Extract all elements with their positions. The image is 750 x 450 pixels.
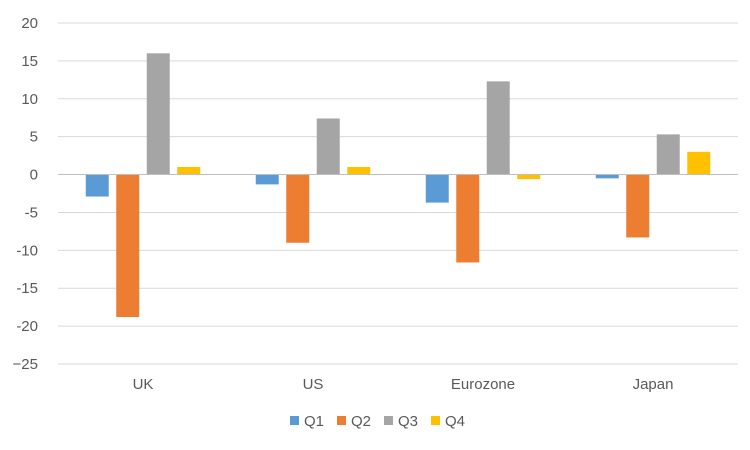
legend-swatch-q3 <box>384 416 393 425</box>
y-axis: 20 15 10 5 0 -5 -10 -15 -20 −25 <box>13 15 38 373</box>
bar-japan-q4 <box>687 151 711 175</box>
y-tick-label: -20 <box>16 318 38 335</box>
y-tick-label: -15 <box>16 280 38 297</box>
legend-label-q3: Q3 <box>398 413 418 430</box>
legend-swatch-q2 <box>337 416 346 425</box>
y-tick-label: 20 <box>21 15 38 32</box>
bar-uk-q3 <box>146 53 170 175</box>
legend-label-q2: Q2 <box>351 413 371 430</box>
gridlines <box>58 22 738 365</box>
legend-label-q1: Q1 <box>304 413 324 430</box>
bar-eurozone-q3 <box>486 81 510 175</box>
bar-uk-q1 <box>85 174 109 197</box>
y-tick-label: 10 <box>21 91 38 108</box>
bar-japan-q1 <box>595 174 619 179</box>
x-category-label: Eurozone <box>451 376 515 393</box>
bar-eurozone-q2 <box>456 174 480 263</box>
x-category-label: US <box>303 376 324 393</box>
legend-swatch-q1 <box>290 416 299 425</box>
bar-us-q3 <box>316 118 340 175</box>
x-category-label: UK <box>133 376 154 393</box>
bar-us-q2 <box>286 174 310 243</box>
bar-japan-q2 <box>626 174 650 238</box>
y-tick-label: -5 <box>25 204 38 221</box>
legend-swatch-q4 <box>431 416 440 425</box>
bar-us-q1 <box>255 174 279 185</box>
legend-label-q4: Q4 <box>445 413 465 430</box>
bar-eurozone-q4 <box>517 174 541 180</box>
y-tick-label: −25 <box>13 356 38 373</box>
y-tick-label: 0 <box>30 167 38 184</box>
bar-us-q4 <box>347 166 371 175</box>
y-tick-label: 15 <box>21 53 38 70</box>
bars <box>85 53 711 318</box>
x-axis: UK US Eurozone Japan <box>133 376 674 393</box>
y-tick-label: 5 <box>30 129 38 146</box>
y-tick-label: -10 <box>16 242 38 259</box>
bar-uk-q2 <box>116 174 140 318</box>
bar-eurozone-q1 <box>425 174 449 203</box>
bar-japan-q3 <box>656 134 680 175</box>
legend: Q1 Q2 Q3 Q4 <box>290 413 465 430</box>
x-category-label: Japan <box>633 376 674 393</box>
bar-uk-q4 <box>177 166 201 175</box>
